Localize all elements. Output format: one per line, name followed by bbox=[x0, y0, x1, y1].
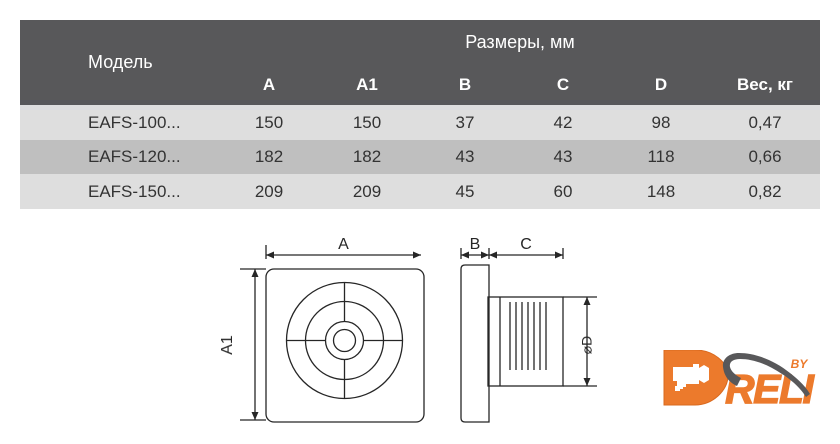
svg-text:A: A bbox=[338, 236, 349, 253]
svg-text:C: C bbox=[520, 236, 532, 253]
svg-text:B: B bbox=[470, 236, 481, 253]
svg-text:BY: BY bbox=[791, 357, 809, 371]
